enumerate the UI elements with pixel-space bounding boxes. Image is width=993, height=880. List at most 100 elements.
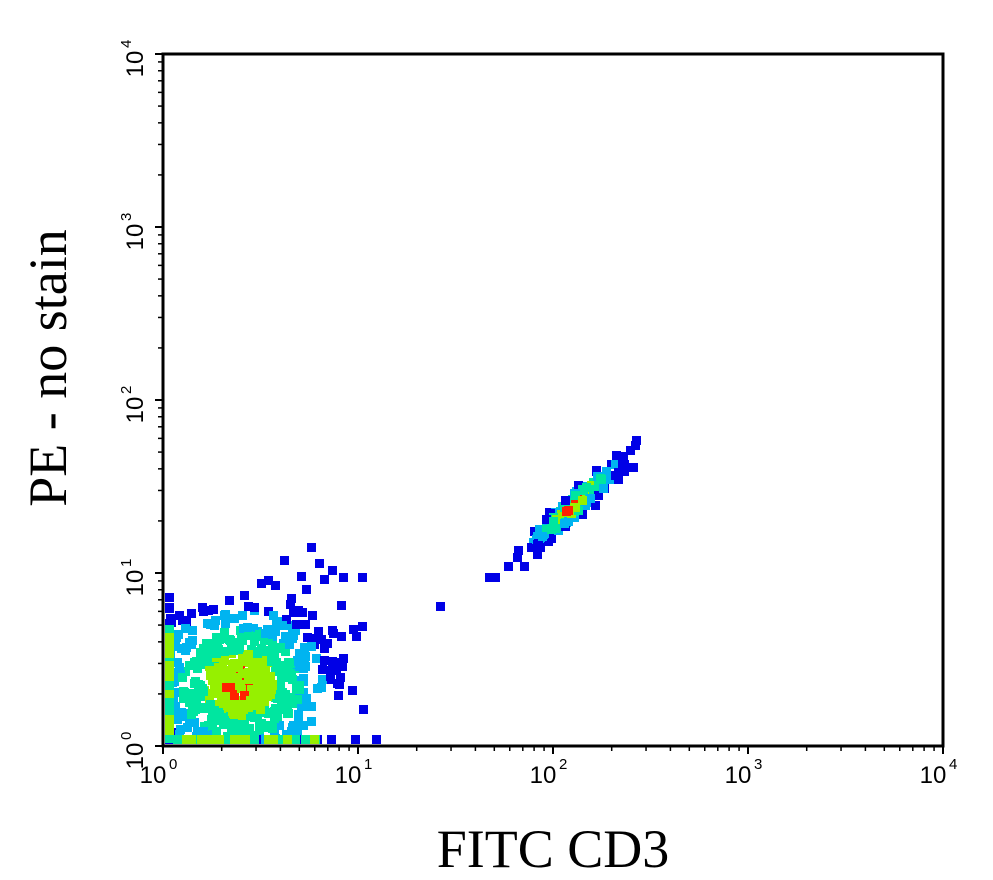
density-cell <box>372 735 381 744</box>
density-cell <box>172 633 181 642</box>
density-cell <box>229 683 238 692</box>
density-cell <box>561 496 570 505</box>
density-cell <box>291 735 300 744</box>
density-cell <box>631 441 640 450</box>
density-cell <box>211 639 220 648</box>
density-cell <box>254 663 263 672</box>
density-cell <box>264 607 273 616</box>
density-cell <box>320 656 329 665</box>
density-cell <box>221 619 230 628</box>
density-cell <box>287 632 296 641</box>
density-cell <box>206 671 215 680</box>
density-cell <box>185 661 194 670</box>
density-cell <box>586 494 595 503</box>
density-cell <box>165 681 174 690</box>
density-cell <box>318 665 327 674</box>
density-cell <box>243 623 252 632</box>
density-cell <box>629 463 638 472</box>
density-cell <box>297 572 306 581</box>
density-cell <box>208 689 217 698</box>
density-cell <box>165 603 174 612</box>
density-cell <box>166 614 175 623</box>
density-cell <box>237 705 246 714</box>
density-cell <box>267 630 276 639</box>
x-tick-exponent: 2 <box>559 756 567 773</box>
density-cell <box>181 667 190 676</box>
density-cell <box>238 611 247 620</box>
density-cell <box>611 460 620 469</box>
density-cell <box>267 722 276 731</box>
density-cell <box>199 652 208 661</box>
x-axis-label: FITC CD3 <box>436 819 670 879</box>
density-cell <box>289 721 298 730</box>
density-cell <box>266 735 275 744</box>
density-cell <box>626 446 635 455</box>
density-cell <box>212 671 221 680</box>
density-cell <box>205 657 214 666</box>
y-tick-label-group: 104 <box>118 40 149 78</box>
density-cell <box>293 726 302 735</box>
density-cell <box>190 658 199 667</box>
density-cell <box>582 483 591 492</box>
density-cell <box>291 626 300 635</box>
density-cell <box>200 735 209 744</box>
density-cell <box>244 602 253 611</box>
density-cell <box>181 646 190 655</box>
density-cell <box>272 620 281 629</box>
density-cell <box>320 644 329 653</box>
density-cell <box>281 696 290 705</box>
density-cell <box>260 684 269 693</box>
density-cell <box>204 606 213 615</box>
density-cell <box>281 647 290 656</box>
density-cell <box>210 716 219 725</box>
density-cell <box>238 652 247 661</box>
density-cell <box>538 532 547 541</box>
density-cell <box>180 688 189 697</box>
x-tick-label: 10 <box>140 762 167 789</box>
density-cell <box>261 666 270 675</box>
density-cell <box>165 670 174 679</box>
density-cell <box>268 685 277 694</box>
density-cell <box>225 635 234 644</box>
density-cell <box>220 647 229 656</box>
density-cell <box>271 581 280 590</box>
density-cell <box>292 684 301 693</box>
density-cell <box>175 730 184 739</box>
density-cell <box>251 687 260 696</box>
density-cell <box>300 653 309 662</box>
density-cell <box>250 735 259 744</box>
density-cell <box>618 460 627 469</box>
density-cell <box>264 636 273 645</box>
density-cell <box>269 611 278 620</box>
density-cell <box>339 654 348 663</box>
density-cell <box>504 562 513 571</box>
y-tick-exponent: 0 <box>118 732 135 740</box>
density-cell <box>182 712 191 721</box>
density-cell <box>188 626 197 635</box>
density-cell <box>591 485 600 494</box>
density-cell <box>295 649 304 658</box>
density-cell <box>266 690 275 699</box>
density-cell <box>212 633 221 642</box>
x-tick-exponent: 3 <box>754 756 762 773</box>
density-cell <box>175 611 184 620</box>
density-cell <box>257 579 266 588</box>
density-cell <box>339 573 348 582</box>
density-cell <box>544 537 553 546</box>
density-cell <box>222 683 231 692</box>
density-cell <box>327 735 336 744</box>
density-cell <box>560 519 569 528</box>
density-cell <box>243 729 252 738</box>
density-cell <box>328 566 337 575</box>
density-cell <box>246 696 255 705</box>
density-cell <box>276 643 285 652</box>
density-cell <box>199 687 208 696</box>
plot-frame <box>161 52 945 748</box>
x-tick-label: 10 <box>725 762 752 789</box>
density-cell <box>314 627 323 636</box>
density-cell <box>549 517 558 526</box>
density-cell <box>244 631 253 640</box>
density-cell <box>211 616 220 625</box>
density-cell <box>351 735 360 744</box>
density-cell <box>193 663 202 672</box>
